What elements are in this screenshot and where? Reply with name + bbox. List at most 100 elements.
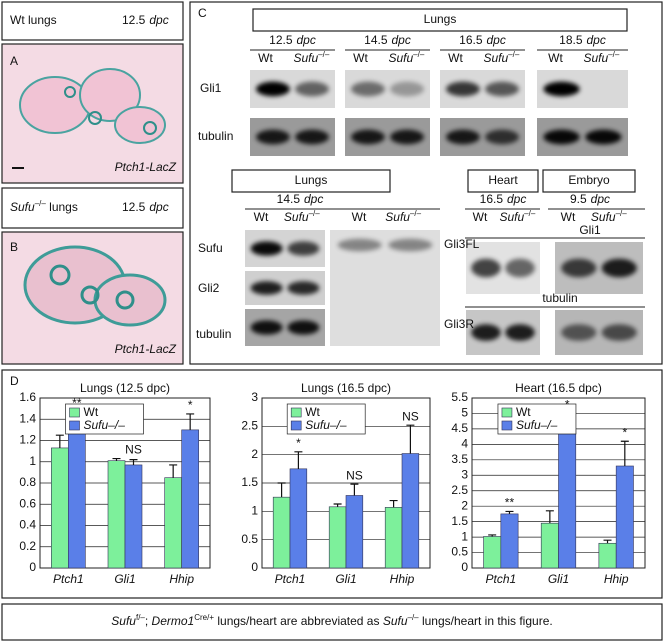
caption-part: ; xyxy=(145,614,152,628)
error-bar xyxy=(545,510,554,524)
stage-label: 14.5 dpc xyxy=(364,33,411,47)
genotype-part: Wt xyxy=(561,210,576,224)
y-tick-label: 2 xyxy=(251,447,258,461)
header: Lungs xyxy=(424,12,457,26)
y-tick-label: 0 xyxy=(29,560,36,574)
stage-label: 14.5 dpc xyxy=(277,192,324,206)
stage-label-part: dpc xyxy=(591,192,610,206)
stain-label: Ptch1-LacZ xyxy=(115,342,177,356)
x-tick-label: Ptch1 xyxy=(485,572,516,586)
bar xyxy=(181,429,199,569)
header: Wt lungs xyxy=(10,13,57,27)
blot-band xyxy=(471,324,501,341)
y-tick-label: 2.5 xyxy=(241,419,258,433)
blot-band xyxy=(287,281,320,295)
genotype: Wt xyxy=(254,210,269,224)
legend-swatch xyxy=(290,420,302,431)
stage-label-part: 14.5 xyxy=(277,192,301,206)
genotype-part: Sufu xyxy=(284,210,309,224)
y-tick-label: 1 xyxy=(251,504,258,518)
row-label: Gli1 xyxy=(579,223,601,237)
error-bar xyxy=(294,451,303,469)
significance-label: ** xyxy=(72,396,82,410)
bar xyxy=(107,460,126,569)
genotype-part: –/– xyxy=(410,209,422,218)
blot-band xyxy=(350,81,385,97)
stage-label-part: dpc xyxy=(587,33,606,47)
y-tick-label: 1.6 xyxy=(19,390,36,404)
error-bar xyxy=(333,503,342,507)
genotype-part: Wt xyxy=(352,210,367,224)
y-tick-label: 3 xyxy=(251,390,258,404)
error-bar xyxy=(277,482,286,498)
y-tick-label: 3 xyxy=(461,467,468,481)
caption-part: –/– xyxy=(408,613,420,622)
genotype-part: Sufu xyxy=(293,51,318,65)
chart-title: Heart (16.5 dpc) xyxy=(515,381,602,395)
blot-band xyxy=(485,81,520,97)
blot-band xyxy=(350,129,385,145)
header: Heart xyxy=(488,173,518,187)
blot-band xyxy=(505,324,535,341)
row-label: Gli3R xyxy=(444,317,474,331)
genotype: Sufu–/– xyxy=(293,50,329,66)
legend-swatch xyxy=(290,407,302,418)
blot-band xyxy=(388,238,433,252)
bar xyxy=(500,513,519,569)
header-part: Lungs xyxy=(424,12,457,26)
blot-band xyxy=(485,129,520,145)
caption-part: lungs/heart are abbreviated as xyxy=(214,614,383,628)
header: 12.5 dpc xyxy=(122,13,169,27)
genotype-part: Wt xyxy=(448,51,463,65)
bar xyxy=(558,430,577,569)
blot-band xyxy=(250,281,283,295)
genotype-part: –/– xyxy=(524,209,536,218)
row-label-part: tubulin xyxy=(196,327,231,341)
blot-band xyxy=(561,258,597,278)
y-tick-label: 0.5 xyxy=(451,545,468,559)
genotype: Wt xyxy=(448,51,463,65)
blot-band xyxy=(287,320,320,335)
header-part: Embryo xyxy=(568,173,610,187)
y-tick-label: 1.5 xyxy=(451,514,468,528)
y-tick-label: 0.6 xyxy=(19,496,36,510)
y-tick-label: 0.4 xyxy=(19,518,36,532)
genotype: Sufu–/– xyxy=(385,209,421,225)
y-tick-label: 1.2 xyxy=(19,433,36,447)
header-part: Sufu xyxy=(10,200,35,214)
significance-label: NS xyxy=(402,409,419,423)
panel-a-image xyxy=(1,43,184,184)
row-label: Gli2 xyxy=(198,281,220,295)
panel-letter-part: C xyxy=(198,6,207,20)
row-label-part: Sufu xyxy=(198,241,223,255)
error-bar xyxy=(112,457,121,461)
stage-label-part: dpc xyxy=(297,33,316,47)
stage-label-part: 12.5 xyxy=(269,33,293,47)
error-bar xyxy=(505,510,514,514)
header-part: –/– xyxy=(35,199,47,208)
y-tick-label: 1 xyxy=(461,529,468,543)
stage-label-part: 16.5 xyxy=(480,192,504,206)
blot-band xyxy=(250,320,283,335)
stain-label-part: Ptch1-LacZ xyxy=(115,160,177,174)
y-tick-label: 4.5 xyxy=(451,421,468,435)
legend-label: Sufu–/– xyxy=(305,418,347,432)
significance-label: NS xyxy=(346,468,363,482)
y-tick-label: 0.8 xyxy=(19,475,36,489)
blot-band xyxy=(585,129,622,145)
y-tick-label: 5.5 xyxy=(451,390,468,404)
bar xyxy=(598,542,617,569)
genotype-part: –/– xyxy=(413,50,425,59)
row-label-part: Gli1 xyxy=(579,223,601,237)
chart-title: Lungs (12.5 dpc) xyxy=(80,381,170,395)
header-part: Lungs xyxy=(295,173,328,187)
genotype-part: Wt xyxy=(473,210,488,224)
stage-label-part: 16.5 xyxy=(459,33,483,47)
stage-label: 12.5 dpc xyxy=(269,33,316,47)
genotype: Sufu–/– xyxy=(483,50,519,66)
header-part: dpc xyxy=(149,13,168,27)
genotype: Wt xyxy=(353,51,368,65)
header-box xyxy=(542,169,636,193)
x-tick-label: Ptch1 xyxy=(53,572,84,586)
panel-letter: B xyxy=(10,240,18,254)
